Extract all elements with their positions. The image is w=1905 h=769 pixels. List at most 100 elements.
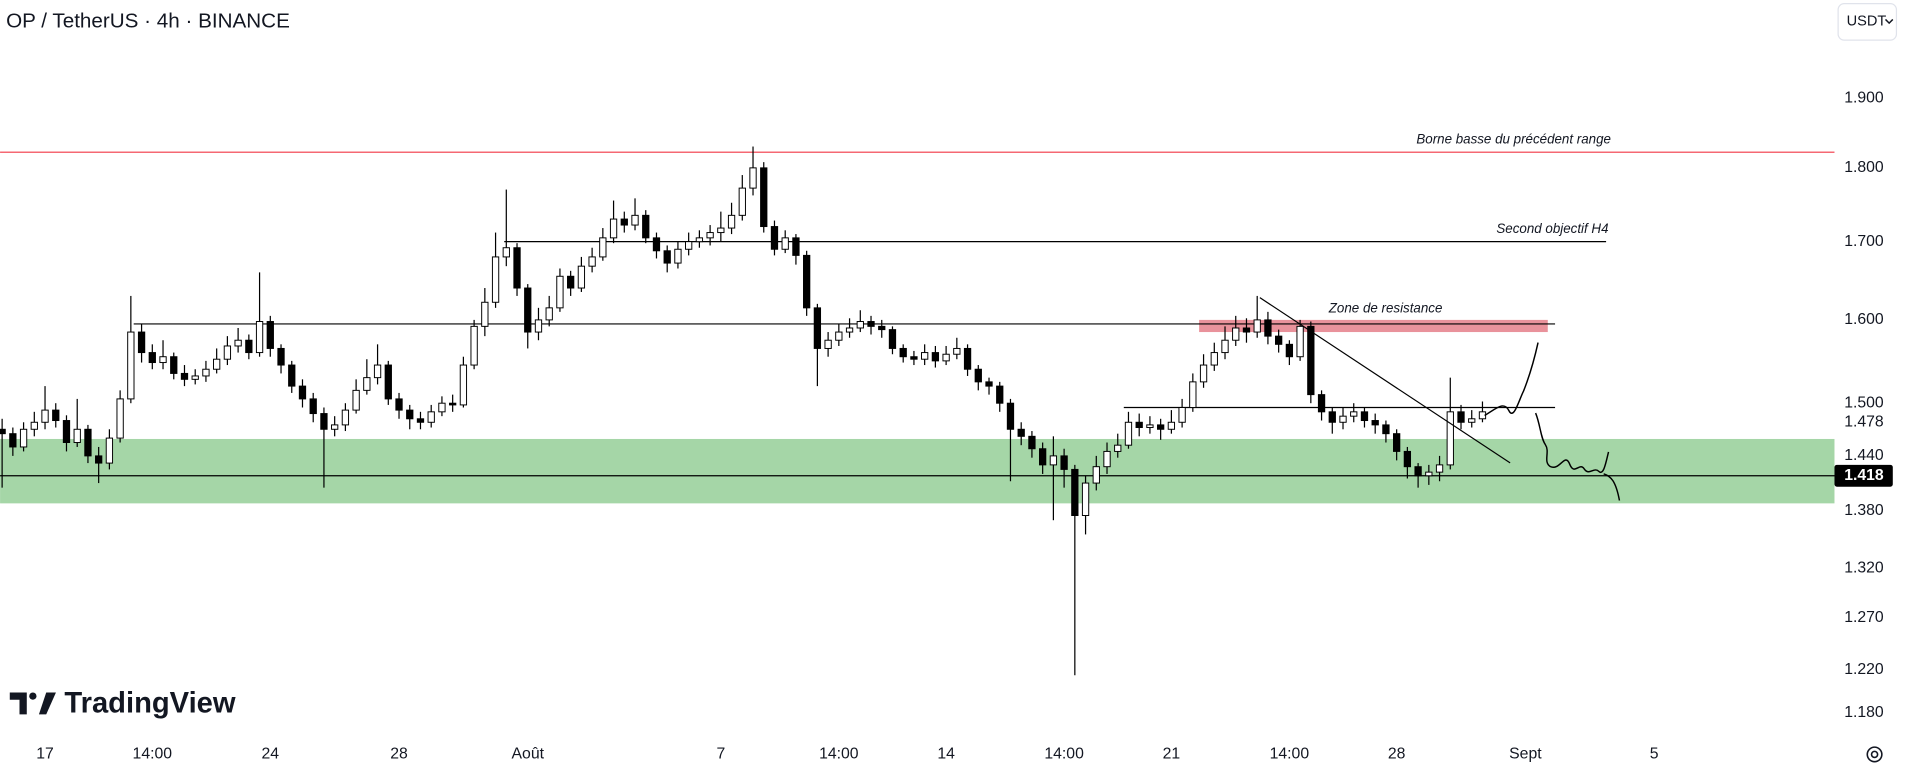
currency-button[interactable]: [1837, 3, 1898, 41]
candle-body: [95, 455, 103, 464]
candle-body: [727, 214, 736, 229]
candle-body: [1403, 450, 1412, 468]
candle-body: [1199, 364, 1208, 383]
candle-body: [1264, 319, 1272, 337]
candle-body: [524, 287, 532, 333]
x-tick-label: 24: [262, 746, 280, 763]
candle-body: [331, 424, 339, 430]
y-tick-label: 1.220: [1844, 661, 1884, 678]
candle-body: [180, 372, 189, 380]
candle-body: [1017, 428, 1025, 437]
settings-gear[interactable]: [1866, 746, 1883, 763]
x-tick-label: 14:00: [819, 746, 859, 763]
candle-body: [288, 364, 296, 387]
candle-body: [1350, 411, 1358, 417]
candle-body: [245, 339, 253, 354]
candle-body: [1360, 411, 1369, 422]
candle-body: [1135, 421, 1143, 429]
candle-body: [159, 356, 167, 364]
candle-body: [1242, 327, 1251, 333]
candle-body: [942, 353, 950, 362]
candle-body: [706, 232, 714, 239]
zones: [0, 319, 1835, 504]
y-tick-label: 1.440: [1844, 447, 1884, 464]
candle-body: [1328, 411, 1336, 423]
candle-body: [41, 409, 49, 423]
candle-body: [234, 339, 242, 347]
candle-body: [803, 254, 811, 309]
level-label: Second objectif H4: [1496, 221, 1608, 236]
candle-body: [953, 347, 961, 355]
candle-body: [963, 347, 972, 370]
x-tick-label: 14:00: [1044, 746, 1084, 763]
candle-body: [567, 275, 575, 289]
candle-body: [781, 237, 789, 250]
candle-body: [1307, 325, 1315, 396]
candle-body: [845, 327, 854, 333]
candle-body: [1253, 319, 1261, 333]
candle-body: [373, 364, 382, 379]
y-tick-label: 1.900: [1844, 89, 1884, 106]
candle-body: [491, 256, 500, 303]
candle-body: [642, 214, 650, 239]
candle-body: [856, 321, 864, 329]
candle-body: [1081, 482, 1090, 516]
candle-body: [137, 331, 146, 354]
candle-body: [824, 339, 832, 349]
candle-body: [105, 437, 114, 464]
candle-body: [513, 247, 521, 289]
y-tick-label: 1.600: [1844, 311, 1884, 328]
candle-body: [1071, 468, 1079, 516]
x-tick-label: 7: [716, 746, 725, 763]
candle-body: [899, 347, 907, 358]
candle-body: [974, 368, 982, 383]
candle-body: [309, 398, 317, 415]
candle-body: [470, 325, 478, 366]
candle-body: [384, 364, 392, 400]
level-label: Borne basse du précédent range: [1416, 132, 1611, 147]
watermark-logo: [9, 692, 56, 715]
candle-body: [30, 421, 38, 430]
candle-body: [1285, 343, 1294, 358]
candle-body: [202, 368, 210, 377]
candle-body: [459, 364, 468, 406]
candle-body: [1049, 455, 1058, 466]
y-tick-label: 1.270: [1844, 609, 1884, 626]
candle-body: [1221, 339, 1229, 354]
candle-body: [1114, 444, 1122, 452]
candle-body: [170, 356, 178, 374]
candle-body: [73, 428, 81, 444]
candle-body: [1167, 421, 1176, 430]
currency-label[interactable]: USDT: [1847, 14, 1887, 30]
candle-body: [867, 321, 875, 327]
candle-body: [1317, 394, 1326, 413]
candle-body: [1339, 415, 1347, 423]
candle-body: [298, 385, 307, 400]
candle-body: [191, 375, 199, 380]
candle-body: [406, 409, 414, 420]
candle-body: [341, 409, 350, 426]
candle-body: [255, 321, 264, 354]
candle-body: [931, 352, 940, 362]
candle-body: [1371, 420, 1379, 426]
candle-body: [910, 356, 918, 360]
candle-body: [760, 167, 768, 228]
candle-body: [449, 402, 457, 406]
candle-body: [9, 433, 17, 448]
candle-body: [84, 428, 92, 457]
candle-body: [1146, 424, 1154, 429]
candle-body: [588, 256, 596, 267]
candle-body: [577, 265, 586, 289]
candle-body: [1210, 352, 1218, 366]
candle-body: [1178, 407, 1186, 423]
candle-body: [0, 428, 6, 435]
candle-body: [813, 307, 822, 349]
x-tick-label: 5: [1650, 746, 1659, 763]
candle-body: [695, 237, 704, 243]
candles: [0, 146, 1487, 676]
candle-body: [1124, 421, 1133, 446]
candle-body: [1435, 464, 1444, 473]
y-tick-label: 1.320: [1844, 559, 1884, 576]
candle-body: [127, 331, 135, 400]
